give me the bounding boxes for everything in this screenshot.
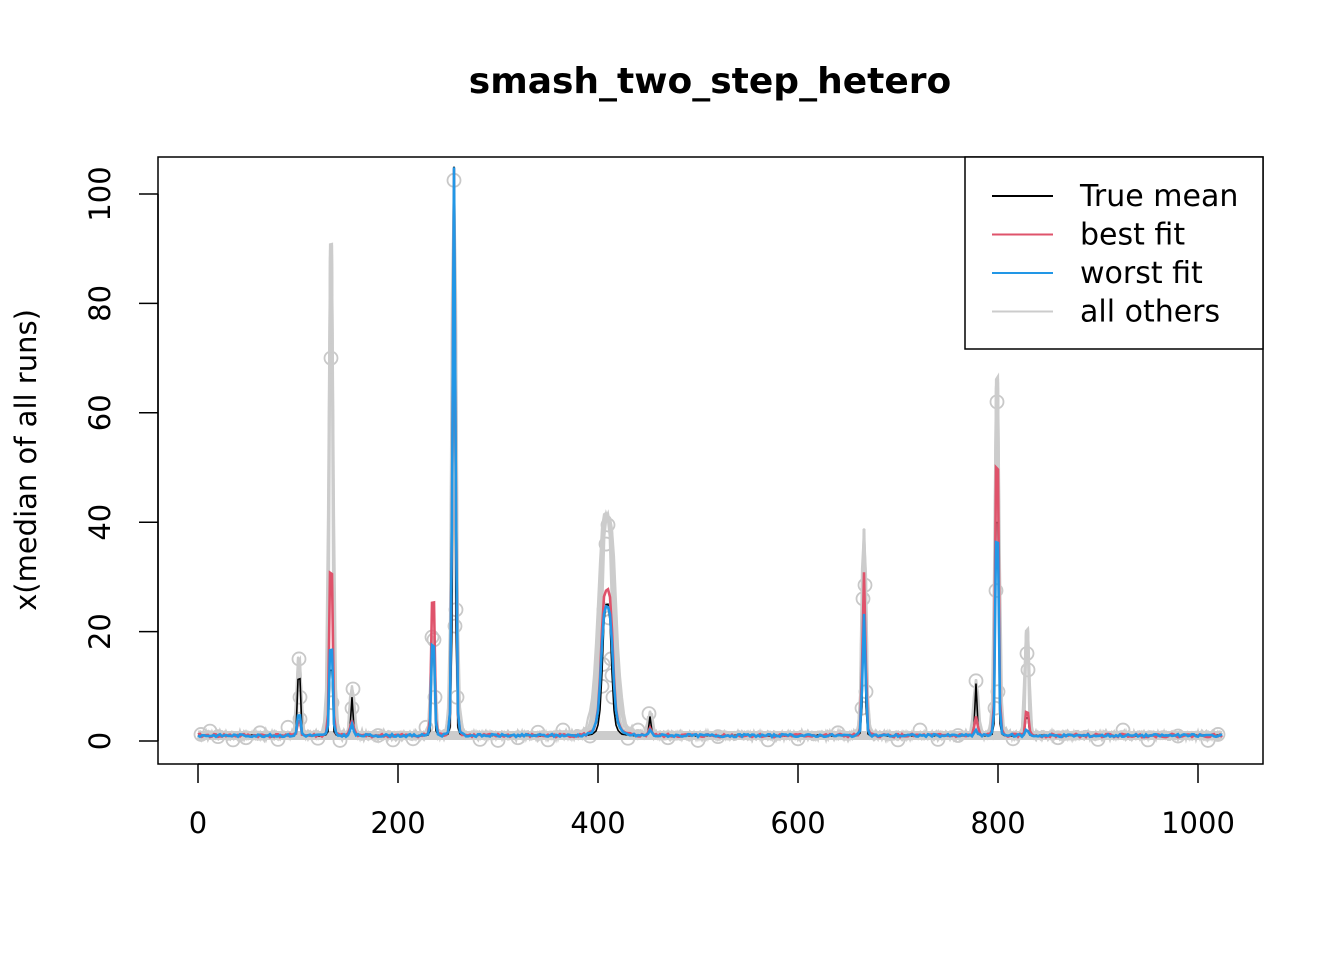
x-tick-label: 400 — [570, 806, 625, 840]
y-axis-label: x(median of all runs) — [9, 309, 43, 611]
legend-label: best fit — [1080, 218, 1185, 253]
x-tick-label: 0 — [189, 806, 207, 840]
series-worst-fit — [197, 167, 1223, 740]
y-axis: 0 20 40 60 80 100 — [83, 166, 159, 750]
y-tick-label: 0 — [83, 732, 117, 750]
x-tick-label: 200 — [370, 806, 425, 840]
y-tick-label: 20 — [83, 613, 117, 650]
plot-area — [193, 166, 1226, 748]
x-tick-label: 600 — [770, 806, 825, 840]
x-tick-label: 800 — [970, 806, 1025, 840]
worst-fit-line — [197, 167, 1223, 740]
legend-label: worst fit — [1080, 256, 1203, 291]
x-axis: 0 200 400 600 800 1000 — [189, 763, 1235, 840]
y-tick-label: 80 — [83, 285, 117, 322]
x-tick-label: 1000 — [1161, 806, 1235, 840]
legend-label: all others — [1080, 295, 1220, 330]
data-point — [447, 618, 463, 634]
y-tick-label: 60 — [83, 394, 117, 431]
y-tick-label: 100 — [83, 166, 117, 221]
legend-box — [964, 156, 1264, 350]
legend-label: True mean — [1079, 179, 1238, 214]
y-tick-label: 40 — [83, 504, 117, 541]
chart-title: smash_two_step_hetero — [469, 61, 951, 102]
